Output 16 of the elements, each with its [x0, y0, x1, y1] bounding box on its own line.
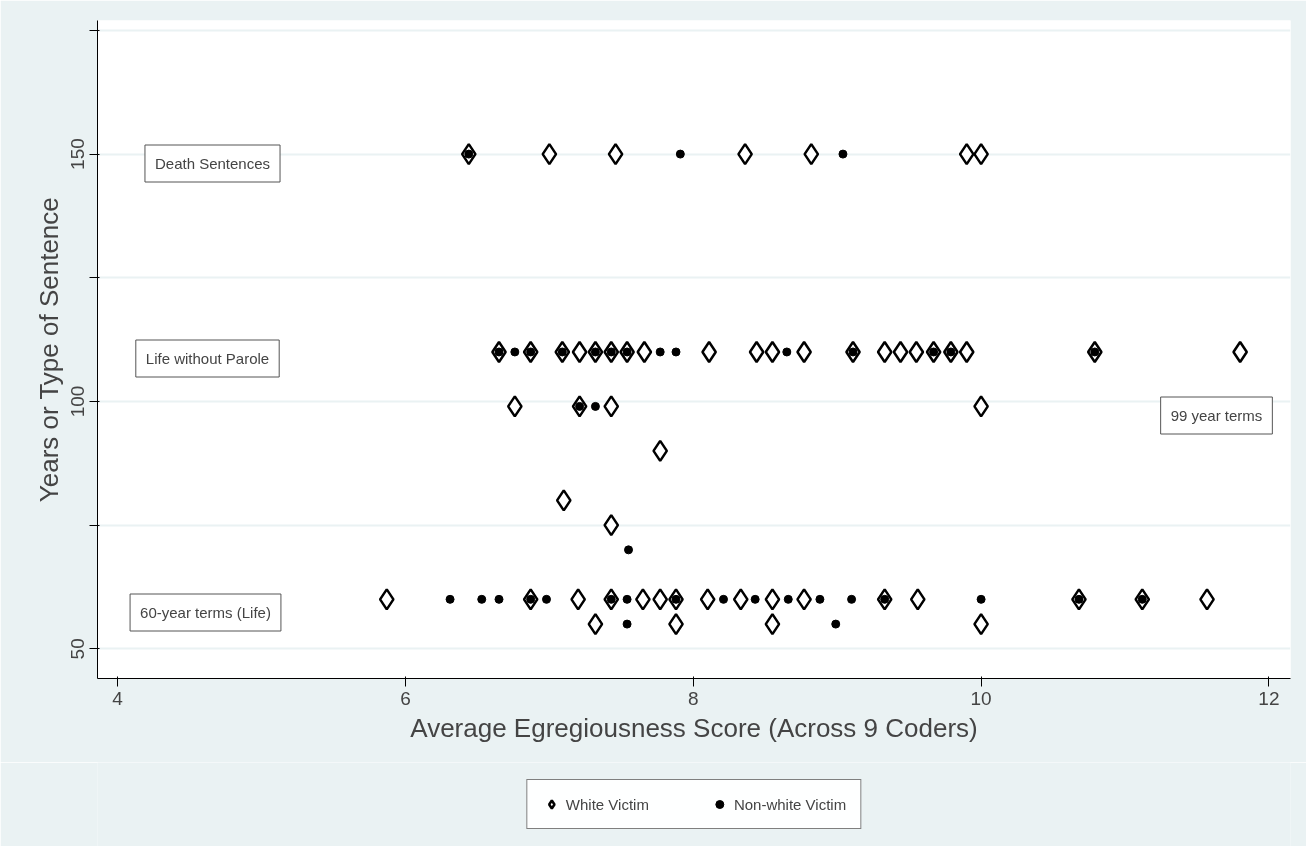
x-tick-label: 12 — [1258, 687, 1280, 709]
annotation: Life without Parole — [145, 350, 270, 367]
x-tick-label: 10 — [970, 687, 992, 709]
y-tick-label: 100 — [67, 385, 89, 418]
y-tick-label: 150 — [67, 138, 89, 170]
x-axis-title: Average Egregiousness Score (Across 9 Coders) — [410, 712, 978, 743]
y-axis-title: Years or Type of Sentence — [33, 197, 64, 503]
legend-label: White Victim — [565, 795, 649, 813]
annotation: 99 year terms — [1170, 407, 1263, 424]
annotation: 60-year terms (Life) — [140, 604, 271, 621]
x-tick-label: 8 — [688, 687, 699, 709]
y-tick-label: 50 — [67, 638, 89, 660]
annotation: Death Sentences — [154, 155, 271, 172]
x-tick-label: 4 — [112, 687, 124, 709]
legend-label: Non-white Victim — [733, 795, 847, 813]
x-tick-label: 6 — [400, 687, 411, 709]
